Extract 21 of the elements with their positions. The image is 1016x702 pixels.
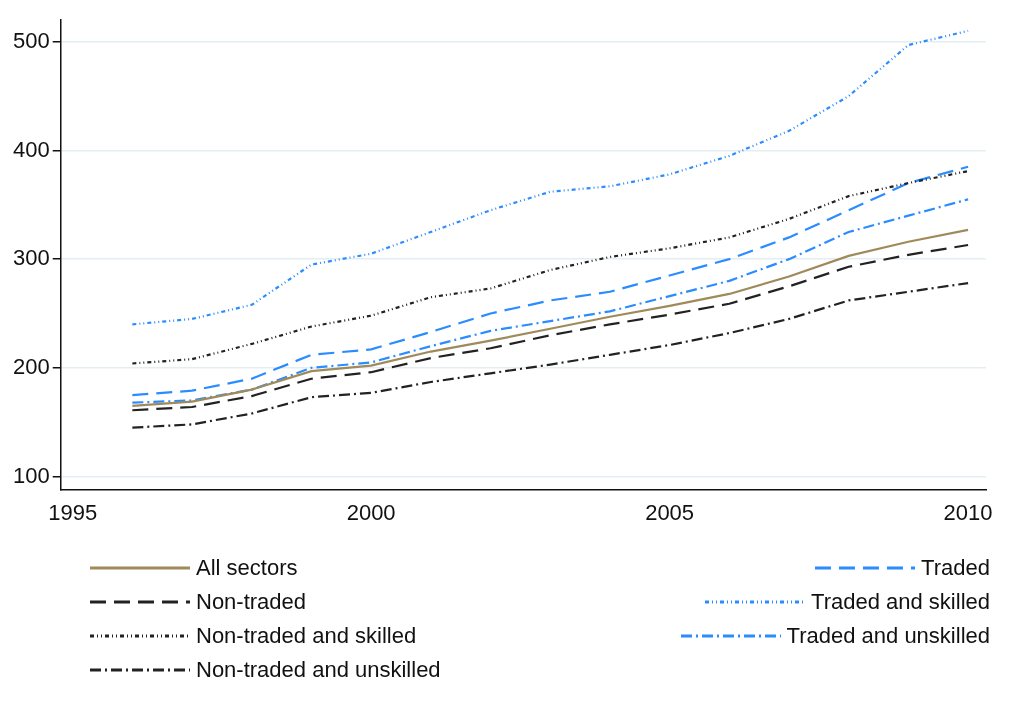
line-series: [131, 170, 970, 365]
y-tick-label: 200: [12, 353, 50, 379]
line-series: [131, 281, 970, 429]
y-tick-label: 500: [12, 27, 50, 53]
x-tick-label: 1995: [48, 499, 98, 525]
y-tick-label: 100: [12, 462, 50, 488]
legend-label: Traded and unskilled: [786, 623, 990, 649]
x-tick-label: 2010: [943, 499, 993, 525]
y-tick-label: 300: [12, 245, 50, 271]
line-series: [131, 29, 970, 326]
legend-label: Non-traded: [196, 589, 307, 615]
legend-label: Non-traded and unskilled: [196, 657, 441, 683]
line-series: [131, 165, 970, 397]
legend-label: Non-traded and skilled: [196, 623, 417, 649]
legend-label: All sectors: [196, 555, 298, 581]
x-tick-label: 2005: [645, 499, 695, 525]
x-tick-label: 2000: [346, 499, 396, 525]
legend-label: Traded: [921, 555, 990, 581]
legend-label: Traded and skilled: [811, 589, 990, 615]
y-tick-label: 400: [12, 136, 50, 162]
line-series: [131, 198, 970, 404]
